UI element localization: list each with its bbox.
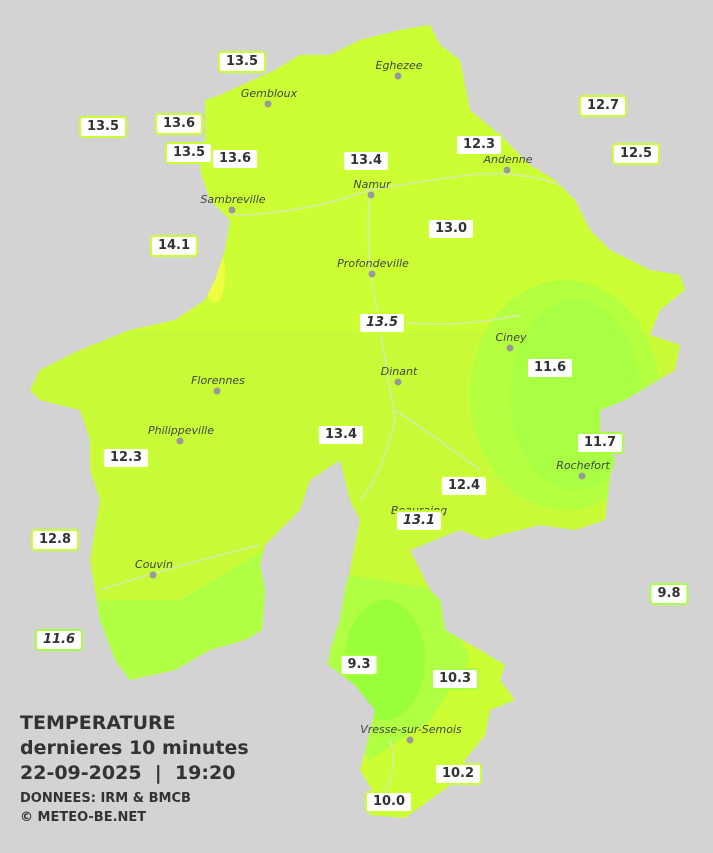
station-label: 11.6: [525, 357, 575, 379]
city-label: Eghezee: [376, 59, 423, 72]
station-label: 13.0: [426, 218, 476, 240]
station-label: 13.4: [341, 150, 391, 172]
station-label: 9.8: [649, 583, 689, 605]
station-label: 13.5: [164, 142, 214, 164]
city-label: Namur: [353, 178, 392, 191]
station-label: 13.5: [217, 51, 267, 73]
city-dot: [149, 571, 157, 579]
city-label: Dinant: [381, 365, 418, 378]
station-label: 12.4: [439, 475, 489, 497]
city-dot: [503, 166, 511, 174]
city-dot: [368, 270, 376, 278]
city-dot: [264, 100, 272, 108]
station-label: 13.6: [210, 148, 260, 170]
city-label: Florennes: [191, 374, 245, 387]
cities: Eghezee Gembloux Andenne Namur Sambreville Pr…: [135, 59, 610, 744]
city-label: Vresse-sur-Semois: [360, 723, 462, 736]
station-label: 13.5: [357, 312, 407, 334]
city-label: Couvin: [135, 558, 173, 571]
city-dot: [578, 472, 586, 480]
station-label: 13.6: [154, 113, 204, 135]
station-label: 10.2: [433, 763, 483, 785]
station-label: 12.3: [101, 447, 151, 469]
river: [99, 173, 561, 801]
station-label: 14.1: [149, 235, 199, 257]
station-label: 9.3: [339, 654, 379, 676]
city-label: Profondeville: [337, 257, 409, 270]
station-label: 13.5: [78, 116, 128, 138]
subtitle: dernieres 10 minutes: [20, 737, 249, 759]
station-label: 11.6: [34, 629, 84, 651]
city-label: Philippeville: [148, 424, 214, 437]
source: DONNEES: IRM & BMCB: [20, 791, 191, 806]
city-dot: [394, 72, 402, 80]
city-label: Andenne: [483, 153, 533, 166]
station-label: 12.8: [30, 529, 80, 551]
datetime: 22-09-2025 | 19:20: [20, 762, 236, 784]
station-label: 12.5: [611, 143, 661, 165]
city-label: Sambreville: [200, 193, 265, 206]
station-label: 11.7: [575, 432, 625, 454]
station-label: 13.1: [394, 510, 444, 532]
city-dot: [406, 736, 414, 744]
city-dot: [213, 387, 221, 395]
station-label: 10.3: [430, 668, 480, 690]
station-label: 12.7: [578, 95, 628, 117]
title: TEMPERATURE: [20, 712, 176, 734]
station-label: 13.4: [316, 424, 366, 446]
city-dot: [176, 437, 184, 445]
station-label: 10.0: [364, 791, 414, 813]
city-dot: [367, 191, 375, 199]
copyright: © METEO-BE.NET: [20, 810, 147, 825]
city-dot: [394, 378, 402, 386]
city-dot: [228, 206, 236, 214]
city-dot: [506, 344, 514, 352]
station-label: 12.3: [454, 134, 504, 156]
city-label: Ciney: [496, 331, 527, 344]
city-label: Gembloux: [241, 87, 298, 100]
city-label: Rochefort: [556, 459, 610, 472]
